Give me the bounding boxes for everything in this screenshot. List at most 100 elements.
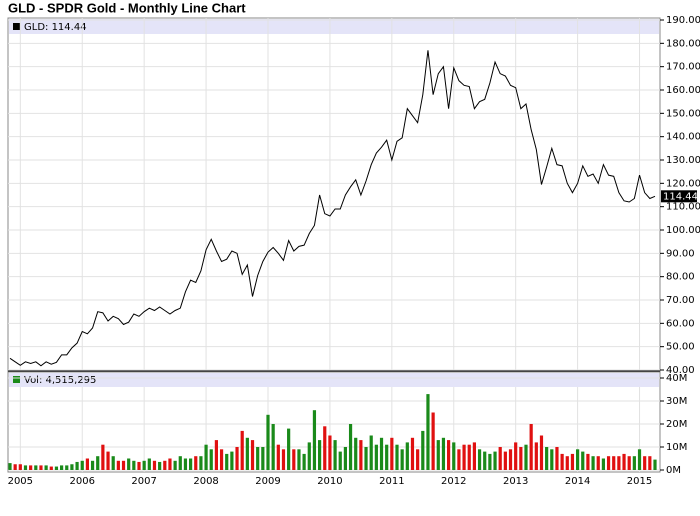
volume-bar	[570, 453, 575, 470]
x-tick-label: 2015	[627, 476, 652, 487]
volume-bar	[34, 465, 38, 470]
volume-bar	[447, 440, 451, 470]
last-value-label: 114.44	[663, 191, 698, 202]
volume-bar	[276, 444, 280, 470]
volume-bar	[343, 447, 347, 470]
volume-bar	[204, 444, 208, 470]
y-tick-label: 160.00	[666, 85, 700, 96]
volume-bar	[8, 463, 12, 470]
volume-bar	[560, 453, 564, 470]
volume-bar	[416, 449, 420, 470]
volume-bar	[287, 428, 291, 470]
price-panel	[7, 17, 661, 373]
volume-bar	[410, 437, 415, 470]
y2-tick-label: 10M	[666, 442, 687, 453]
volume-bar	[369, 435, 373, 470]
y-tick-label: 40.00	[666, 365, 695, 376]
volume-bar	[514, 442, 518, 470]
volume-bar	[333, 440, 337, 470]
legend-swatch	[13, 23, 20, 30]
volume-bar	[158, 461, 162, 470]
volume-bar	[632, 456, 636, 470]
volume-bar	[75, 461, 79, 470]
chart-title: GLD - SPDR Gold - Monthly Line Chart	[8, 0, 246, 15]
volume-bar	[581, 451, 585, 470]
volume-bar	[338, 451, 342, 470]
volume-bar	[601, 458, 605, 470]
x-tick-label: 2012	[441, 476, 466, 487]
volume-bar	[54, 466, 59, 470]
volume-bar	[209, 449, 213, 470]
volume-bar	[576, 449, 580, 470]
volume-bar	[312, 410, 317, 470]
volume-bar	[250, 440, 255, 470]
volume-bar	[421, 430, 425, 470]
volume-bar	[395, 444, 399, 470]
volume-bar	[266, 414, 270, 470]
y-tick-label: 80.00	[666, 272, 695, 283]
volume-bar	[596, 456, 600, 470]
volume-bar	[23, 465, 28, 470]
volume-bar	[163, 460, 167, 470]
volume-bar	[452, 442, 456, 470]
volume-bar	[622, 453, 626, 470]
volume-bar	[328, 435, 332, 470]
volume-bar	[90, 460, 95, 470]
volume-bar	[534, 442, 538, 470]
volume-bar	[49, 466, 53, 470]
volume-bar	[44, 465, 48, 470]
y-tick-label: 190.00	[666, 15, 700, 26]
volume-bar	[116, 460, 120, 470]
volume-bar	[13, 464, 17, 470]
volume-bar	[550, 449, 554, 470]
volume-bar	[235, 447, 239, 470]
volume-bar	[457, 449, 461, 470]
volume-bar	[189, 458, 193, 470]
x-tick-label: 2008	[193, 476, 218, 487]
y-tick-label: 170.00	[666, 62, 700, 73]
volume-bar	[261, 447, 265, 470]
volume-bar	[199, 456, 203, 470]
volume-bar	[219, 449, 224, 470]
volume-bar	[121, 460, 126, 470]
volume-bar	[612, 456, 616, 470]
volume-bar	[18, 464, 22, 470]
volume-bar	[323, 426, 327, 470]
y-tick-label: 130.00	[666, 155, 700, 166]
volume-bar	[374, 444, 378, 470]
volume-bar	[85, 458, 89, 470]
y-tick-label: 70.00	[666, 295, 695, 306]
volume-bar	[245, 437, 249, 470]
volume-bar	[256, 447, 260, 470]
volume-bar	[606, 456, 611, 470]
volume-bar	[390, 437, 394, 470]
volume-bar	[173, 460, 177, 470]
volume-bar	[281, 449, 286, 470]
volume-bar	[307, 442, 311, 470]
volume-bar	[214, 440, 218, 470]
volume-bar	[354, 437, 358, 470]
volume-bar	[168, 458, 172, 470]
y-tick-label: 110.00	[666, 202, 700, 213]
volume-bar	[147, 458, 151, 470]
volume-bar	[70, 464, 74, 470]
x-tick-label: 2013	[503, 476, 528, 487]
last-value-box	[661, 190, 697, 203]
volume-bar	[178, 456, 182, 470]
volume-bar	[519, 447, 523, 470]
volume-bar	[132, 460, 136, 470]
volume-bar	[60, 465, 64, 470]
volume-bar	[565, 456, 569, 470]
volume-bar	[271, 424, 275, 470]
price-line	[9, 50, 656, 367]
y-tick-label: 100.00	[666, 225, 700, 236]
y-tick-label: 120.00	[666, 178, 700, 189]
volume-bar	[127, 458, 131, 470]
x-tick-label: 2006	[70, 476, 95, 487]
volume-bar	[503, 451, 507, 470]
volume-bar	[106, 451, 110, 470]
y2-tick-label: 30M	[666, 396, 687, 407]
volume-bar	[359, 440, 363, 470]
volume-bar	[194, 456, 198, 470]
